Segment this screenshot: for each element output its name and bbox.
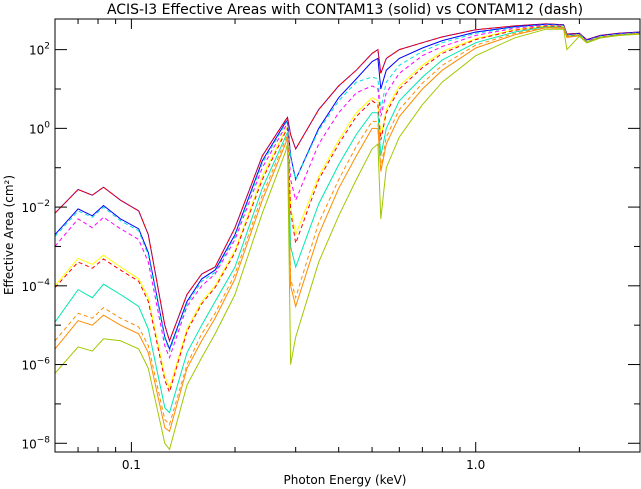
- series-line-1: [55, 23, 640, 343]
- y-tick-label: 10−8: [21, 435, 50, 451]
- y-tick-label: 10−6: [21, 357, 50, 373]
- plot-area: [55, 23, 640, 451]
- y-tick-label: 10−2: [21, 199, 50, 215]
- series-line-9: [55, 27, 640, 433]
- x-tick-label: 1.0: [466, 458, 485, 472]
- series-line-10: [55, 28, 640, 451]
- series-line-6: [55, 25, 640, 394]
- series-line-0: [55, 23, 640, 343]
- series-line-2: [55, 23, 640, 351]
- y-tick-label: 102: [29, 42, 50, 58]
- y-tick-label: 10−4: [21, 278, 50, 294]
- series-line-8: [55, 26, 640, 426]
- y-axis-label: Effective Area (cm²): [2, 175, 16, 295]
- axis-ticks: 0.1 1.0 102 100 10−2 10−4 10−6 10−8: [21, 19, 641, 472]
- x-tick-label: 0.1: [122, 458, 141, 472]
- series-line-3: [55, 24, 640, 353]
- chart-title: ACIS-I3 Effective Areas with CONTAM13 (s…: [107, 2, 583, 18]
- y-tick-label: 100: [29, 120, 50, 136]
- x-axis-label: Photon Energy (keV): [284, 473, 407, 487]
- series-line-4: [55, 24, 640, 360]
- axes-frame: [54, 18, 641, 453]
